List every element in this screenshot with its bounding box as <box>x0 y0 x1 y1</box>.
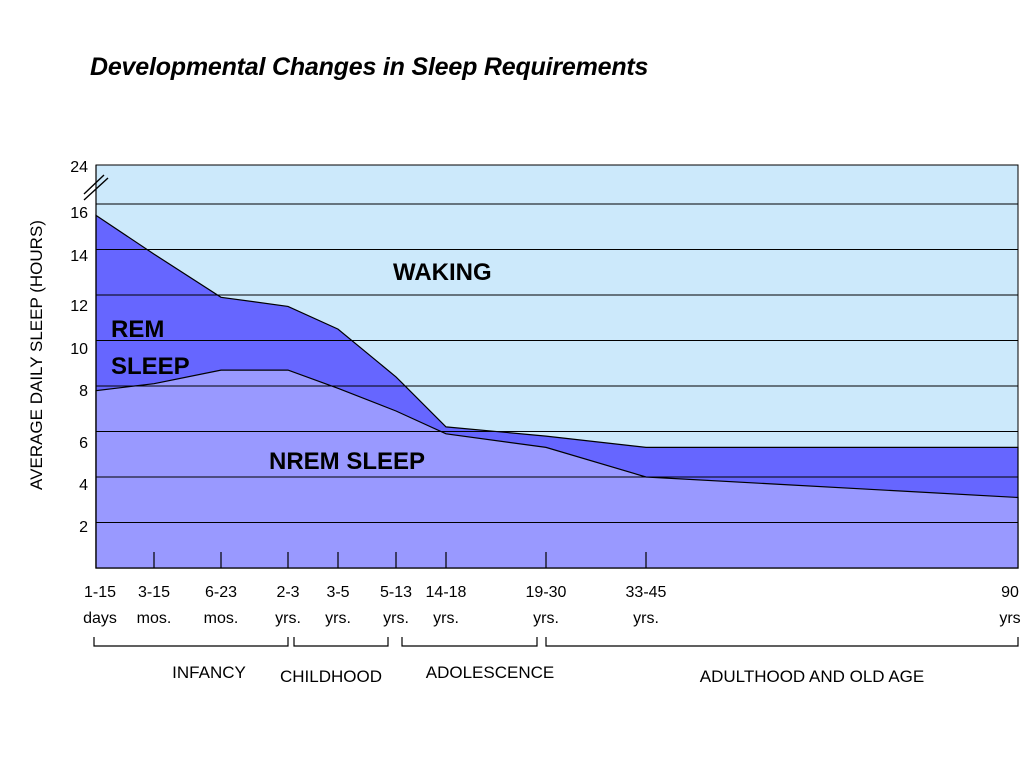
y-tick-label: 2 <box>79 519 88 536</box>
y-tick-label: 12 <box>70 298 88 315</box>
y-tick-label: 6 <box>79 435 88 452</box>
chart-title: Developmental Changes in Sleep Requireme… <box>90 53 649 81</box>
rem-label-line1: REM <box>111 316 164 343</box>
stage-bracket <box>545 637 1019 647</box>
y-tick-label: 10 <box>70 341 88 358</box>
x-tick-label: yrs. <box>275 610 301 627</box>
x-tick-label: mos. <box>137 610 172 627</box>
y-tick-label: 8 <box>79 383 88 400</box>
x-tick-label: yrs. <box>383 610 409 627</box>
x-category-labels: 1-15 days 3-15 mos. 6-23 mos. 2-3 yrs. 3-5 yrs. 5-… <box>83 584 1021 627</box>
y-tick-label: 4 <box>79 477 88 494</box>
x-tick-label: mos. <box>204 610 239 627</box>
y-tick-label: 16 <box>70 205 88 222</box>
x-tick-label: 19-30 <box>526 584 567 601</box>
stage-label-infancy: INFANCY <box>172 663 246 682</box>
x-tick-label: 90 <box>1001 584 1019 601</box>
x-tick-label: 2-3 <box>276 584 299 601</box>
x-tick-label: days <box>83 610 117 627</box>
axis-break-mark <box>83 174 109 201</box>
x-tick-label: 14-18 <box>426 584 467 601</box>
waking-label: WAKING <box>393 259 492 286</box>
x-tick-label: yrs. <box>533 610 559 627</box>
rem-label-line2: SLEEP <box>111 353 190 380</box>
y-axis-title: AVERAGE DAILY SLEEP (HOURS) <box>27 220 46 490</box>
x-tick-label: 6-23 <box>205 584 237 601</box>
x-tick-label: yrs. <box>433 610 459 627</box>
x-tick-label: yrs <box>999 610 1020 627</box>
x-tick-label: yrs. <box>633 610 659 627</box>
x-tick-label: yrs. <box>325 610 351 627</box>
x-tick-label: 5-13 <box>380 584 412 601</box>
stage-label-adolescence: ADOLESCENCE <box>426 663 554 682</box>
x-tick-marks <box>153 552 647 568</box>
x-tick-label: 33-45 <box>626 584 667 601</box>
y-tick-label: 24 <box>70 159 88 176</box>
stage-brackets <box>93 637 1019 647</box>
nrem-label: NREM SLEEP <box>269 448 425 475</box>
x-tick-label: 1-15 <box>84 584 116 601</box>
x-tick-label: 3-5 <box>326 584 349 601</box>
stage-bracket <box>293 637 389 647</box>
stage-bracket <box>93 637 289 647</box>
y-tick-label: 14 <box>70 248 88 265</box>
x-tick-label: 3-15 <box>138 584 170 601</box>
stage-label-childhood: CHILDHOOD <box>280 667 382 686</box>
y-tick-labels: 24 16 14 12 10 8 6 4 2 <box>70 159 88 536</box>
stage-bracket <box>401 637 538 647</box>
stage-label-adulthood: ADULTHOOD AND OLD AGE <box>700 667 925 686</box>
